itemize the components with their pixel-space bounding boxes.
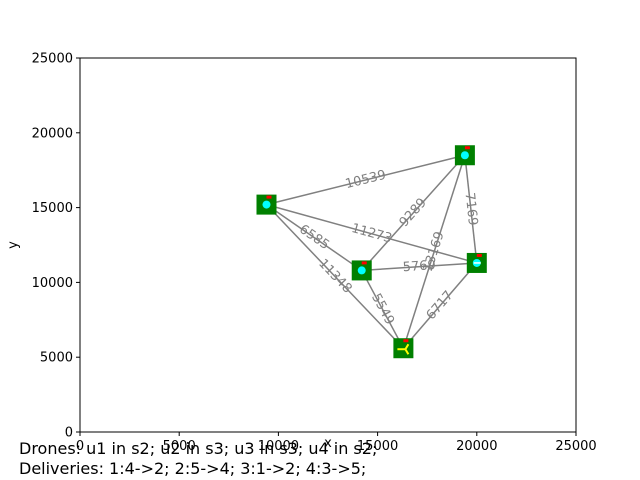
edge-weight-label: 10539: [344, 168, 388, 193]
y-tick-label: 25000: [32, 52, 73, 67]
x-tick-label: 5000: [163, 439, 196, 454]
drone-dot-icon: [262, 200, 271, 209]
edges-layer: [265, 154, 478, 349]
drone-arm-icon: [404, 343, 410, 350]
x-tick-label: 20000: [456, 439, 497, 454]
x-axis-label: x: [324, 436, 332, 451]
y-tick-label: 10000: [32, 276, 73, 291]
y-tick-label: 15000: [32, 201, 73, 216]
edge-weight-label: 5549: [368, 291, 397, 327]
edge-line: [361, 154, 466, 271]
station-marker: [403, 339, 409, 343]
drone-dot-icon: [460, 151, 469, 160]
station-node: [454, 145, 475, 166]
station-marker: [476, 253, 482, 257]
drones-status-text: Drones: u1 in s2; u2 in s3; u3 in s3; u4…: [19, 439, 378, 458]
x-tick-label: 10000: [258, 439, 299, 454]
drone-dot-icon: [357, 266, 366, 275]
station-marker: [464, 146, 470, 150]
edge-weight-label: 7169: [462, 192, 481, 227]
y-axis-label: y: [6, 241, 21, 249]
station-node: [256, 194, 277, 215]
station-node: [351, 260, 372, 281]
y-tick-label: 5000: [40, 351, 73, 366]
edge-line: [265, 204, 404, 349]
station-node: [466, 252, 487, 273]
edge-line: [266, 203, 363, 272]
edge-line: [266, 154, 466, 206]
x-tick-label: 0: [76, 439, 84, 454]
edge-line: [361, 270, 405, 349]
edge-line: [361, 262, 477, 272]
deliveries-status-text: Deliveries: 1:4->2; 2:5->4; 3:1->2; 4:3-…: [19, 459, 367, 478]
edge-weight-label: 5769: [402, 258, 436, 275]
y-tick-label: 0: [65, 426, 73, 441]
axes-frame: [79, 57, 577, 433]
ticks-layer: 0 5000 10000 15000 20000 25000 0 5000 10000 15000…: [32, 52, 597, 455]
edge-weight-label: 6585: [296, 222, 332, 253]
nodes-layer: [256, 145, 487, 359]
station-marker: [361, 261, 367, 265]
edge-line: [266, 203, 478, 264]
edge-line: [402, 262, 478, 349]
station-node: [393, 338, 414, 359]
x-tick-label: 15000: [357, 439, 398, 454]
edge-weight-label: 11273: [350, 221, 394, 247]
edge-line: [464, 155, 478, 264]
station-marker: [266, 195, 272, 199]
drone-arm-icon: [404, 348, 410, 355]
edge-weight-label: 6717: [424, 288, 457, 323]
edge-line: [402, 155, 466, 349]
y-tick-label: 20000: [32, 126, 73, 141]
x-tick-label: 25000: [555, 439, 596, 454]
